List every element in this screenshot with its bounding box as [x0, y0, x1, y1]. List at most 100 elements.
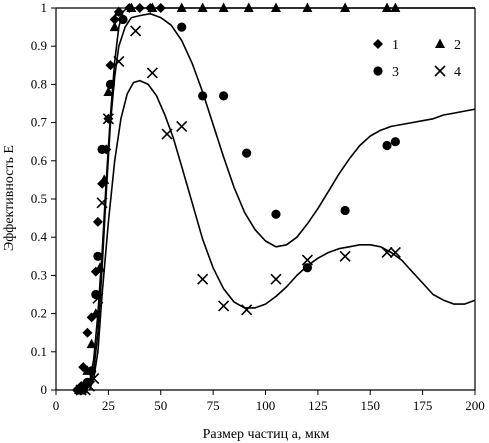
data-point-series-4: [176, 120, 188, 132]
data-point-series-3: [242, 148, 252, 158]
series-4: [75, 25, 401, 396]
y-axis-title: Эффективность E: [2, 145, 17, 251]
data-point-series-2: [103, 86, 114, 97]
legend-marker-4: [434, 65, 446, 77]
y-tick-label: 0: [41, 382, 48, 397]
y-tick-label: 0.8: [31, 76, 47, 91]
legend-label-4: 4: [454, 65, 461, 80]
y-tick-label: 1: [41, 0, 48, 15]
legend-marker-2: [435, 38, 445, 48]
data-point-series-3: [97, 144, 107, 154]
data-point-series-4: [241, 304, 253, 316]
y-tick-label: 0.5: [31, 191, 47, 206]
data-point-series-3: [105, 79, 116, 89]
legend-label-3: 3: [392, 65, 399, 80]
data-point-series-1: [155, 3, 166, 13]
legend-marker-1: [373, 39, 383, 49]
data-point-series-3: [91, 289, 101, 300]
x-tick-label: 200: [465, 398, 485, 413]
x-tick-label: 75: [207, 398, 220, 413]
data-point-series-3: [271, 209, 281, 219]
data-markers: [71, 2, 401, 396]
legend-label-2: 2: [454, 38, 461, 53]
y-tick-label: 0.6: [31, 153, 48, 168]
data-point-series-4: [88, 372, 100, 385]
y-tick-label: 0.9: [31, 38, 47, 53]
data-point-series-3: [340, 205, 350, 216]
data-point-series-4: [92, 292, 104, 304]
data-point-series-2: [147, 2, 158, 12]
data-point-series-4: [146, 67, 158, 79]
data-point-series-4: [197, 273, 209, 285]
data-point-series-3: [93, 251, 103, 261]
x-tick-label: 50: [154, 398, 167, 413]
series-2: [74, 2, 401, 394]
data-point-series-2: [109, 21, 120, 32]
data-point-series-1: [105, 60, 116, 71]
fit-curve-3: [88, 79, 476, 391]
data-point-series-1: [134, 3, 145, 13]
data-point-series-2: [113, 6, 124, 16]
data-point-series-4: [339, 250, 351, 262]
x-tick-label: 150: [361, 398, 381, 413]
data-point-series-3: [390, 137, 400, 147]
x-axis-title: Размер частиц a, мкм: [203, 427, 330, 442]
data-point-series-4: [113, 55, 125, 68]
y-axis: 0 0.1 0.2 0.3 0.4 0.5 0.6 0.7 0.8 0.9 1: [31, 0, 56, 397]
y-tick-label: 0.2: [31, 306, 47, 321]
data-point-series-3: [302, 263, 312, 273]
data-point-series-3: [78, 385, 88, 395]
data-point-series-4: [83, 380, 96, 392]
y-tick-label: 0.7: [31, 115, 48, 130]
data-point-series-2: [99, 174, 110, 184]
legend-label-1: 1: [392, 38, 399, 53]
data-point-series-4: [130, 25, 142, 37]
data-point-series-2: [302, 2, 313, 12]
x-tick-label: 175: [413, 398, 433, 413]
data-point-series-2: [340, 2, 351, 12]
y-tick-label: 0.1: [31, 344, 47, 359]
data-point-series-4: [161, 128, 173, 140]
data-point-series-1: [82, 327, 93, 338]
data-point-series-4: [270, 273, 282, 285]
data-point-series-1: [92, 216, 103, 227]
series-3: [74, 14, 400, 395]
data-point-series-4: [96, 197, 108, 209]
data-point-series-2: [94, 262, 105, 272]
y-tick-label: 0.3: [31, 267, 47, 282]
data-point-series-2: [243, 2, 254, 12]
data-point-series-4: [102, 113, 114, 125]
legend: 1 2 3 4: [373, 38, 461, 80]
x-tick-label: 0: [53, 398, 60, 413]
data-point-series-2: [382, 2, 393, 12]
x-tick-label: 25: [102, 398, 115, 413]
data-point-series-3: [118, 14, 128, 25]
plot-frame: [55, 7, 476, 391]
data-point-series-3: [177, 22, 187, 32]
x-axis: 0 25 50 75 100 125 150 175 200: [53, 390, 485, 413]
fit-curve-1: [84, 7, 475, 391]
data-point-series-4: [218, 300, 230, 312]
data-point-series-2: [86, 338, 97, 349]
data-point-series-2: [90, 308, 101, 318]
y-tick-label: 0.4: [31, 229, 48, 244]
x-tick-label: 125: [308, 398, 328, 413]
fit-curve-2: [84, 12, 476, 391]
data-point-series-1: [109, 14, 120, 25]
data-point-series-4: [381, 246, 393, 259]
data-point-series-3: [382, 140, 392, 151]
data-point-series-2: [126, 2, 137, 12]
data-point-series-2: [176, 2, 187, 12]
legend-marker-3: [373, 66, 383, 76]
data-point-series-3: [198, 91, 208, 101]
data-point-series-3: [219, 91, 229, 101]
data-point-series-2: [218, 2, 229, 12]
data-point-series-2: [390, 2, 401, 12]
fit-curves: [84, 7, 476, 391]
data-point-series-2: [270, 2, 281, 12]
data-point-series-4: [301, 254, 313, 266]
data-point-series-4: [389, 246, 401, 259]
data-point-series-2: [197, 2, 208, 12]
data-point-series-4: [75, 384, 87, 396]
